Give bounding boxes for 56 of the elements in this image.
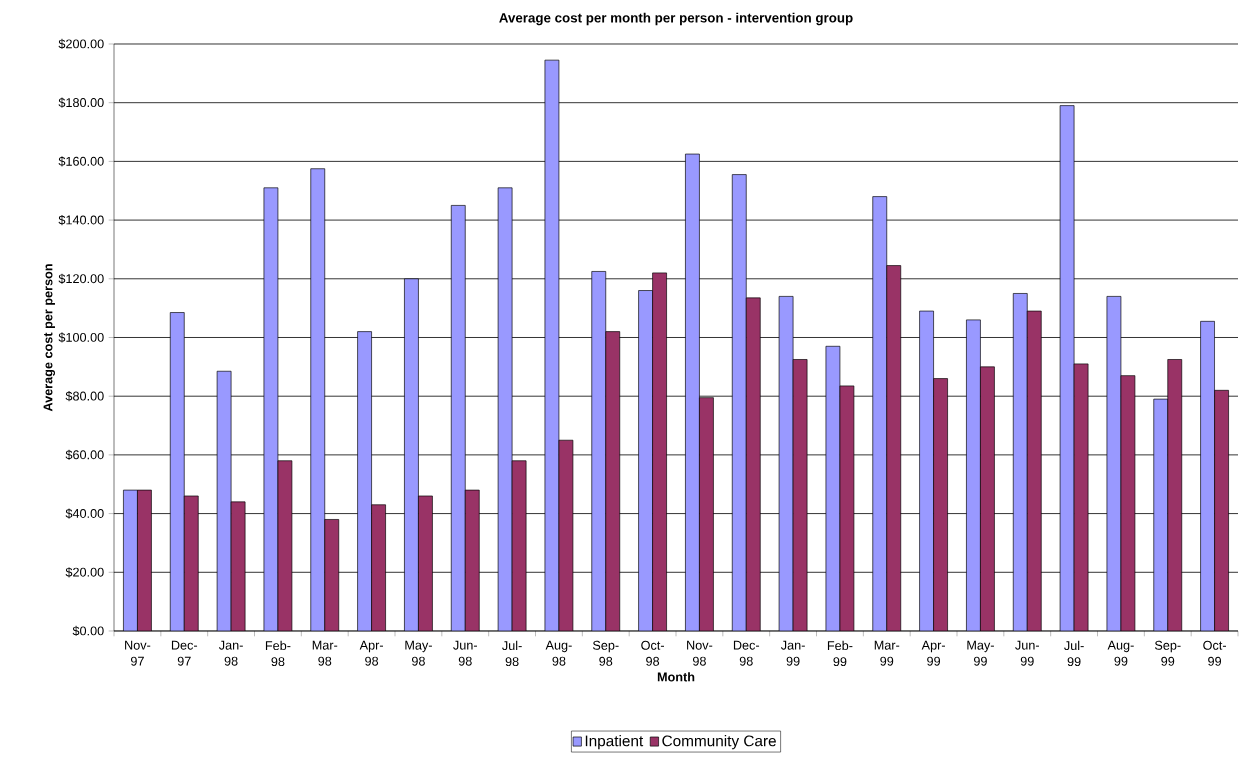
- x-tick-label: Jan-98: [218, 640, 243, 666]
- bar: [1013, 293, 1028, 631]
- x-axis-title: Month: [657, 672, 695, 682]
- bar: [123, 490, 138, 631]
- y-tick-label: $120.00: [58, 273, 104, 284]
- bar: [732, 174, 747, 631]
- x-tick-label: Apr-99: [921, 640, 945, 666]
- chart-title: Average cost per month per person - intervention group: [499, 12, 853, 26]
- bar: [919, 311, 934, 631]
- bar: [404, 278, 419, 631]
- x-tick-label: Oct-99: [1203, 640, 1226, 666]
- x-tick-label: Apr-98: [359, 640, 383, 666]
- x-tick-label: Jun-98: [453, 640, 478, 666]
- bar: [451, 205, 466, 631]
- x-tick-label: Sep-99: [1154, 640, 1181, 666]
- x-tick-label: Sep-98: [592, 640, 619, 666]
- x-tick-label: Oct-98: [641, 640, 664, 666]
- x-tick-label: May-99: [967, 640, 994, 666]
- y-tick-label: $60.00: [65, 449, 104, 461]
- x-tick-label: Jan-99: [780, 640, 805, 666]
- y-tick-label: $20.00: [65, 567, 104, 578]
- bar: [170, 312, 185, 631]
- y-tick-label: $100.00: [58, 332, 104, 343]
- bar: [638, 290, 653, 631]
- x-tick-label: Dec-98: [733, 640, 760, 666]
- bar: [310, 168, 325, 631]
- x-tick-label: Aug-98: [545, 640, 572, 666]
- bar: [685, 154, 700, 631]
- x-tick-label: Dec-97: [171, 640, 198, 666]
- bar: [591, 271, 606, 631]
- y-tick-label: $0.00: [72, 625, 104, 637]
- y-tick-label: $80.00: [65, 391, 104, 402]
- x-tick-label: Nov-98: [687, 640, 713, 666]
- y-tick-label: $140.00: [58, 214, 104, 226]
- x-tick-label: Mar-98: [312, 640, 338, 666]
- y-tick-label: $200.00: [58, 38, 104, 50]
- x-tick-label: Jul-99: [1064, 640, 1084, 667]
- bar: [966, 319, 981, 631]
- x-tick-label: Feb-98: [265, 640, 291, 667]
- x-tick-label: Mar-99: [874, 640, 900, 666]
- legend-label: Inpatient: [585, 735, 644, 750]
- bar: [357, 331, 372, 631]
- bar: [872, 196, 887, 631]
- x-tick-label: Feb-99: [827, 640, 853, 667]
- legend-label: Community Care: [662, 735, 776, 750]
- x-tick-label: Jun-99: [1015, 640, 1040, 666]
- x-tick-label: May-98: [405, 640, 432, 666]
- bar: [1200, 321, 1215, 631]
- y-tick-label: $180.00: [58, 97, 104, 108]
- x-tick-label: Jul-98: [502, 640, 522, 667]
- x-tick-label: Aug-99: [1107, 640, 1134, 666]
- x-tick-label: Nov-97: [125, 640, 151, 666]
- y-tick-label: $160.00: [58, 156, 104, 167]
- bar: [1153, 399, 1168, 631]
- y-tick-label: $40.00: [65, 508, 104, 519]
- y-axis-title: Average cost per person: [43, 264, 56, 412]
